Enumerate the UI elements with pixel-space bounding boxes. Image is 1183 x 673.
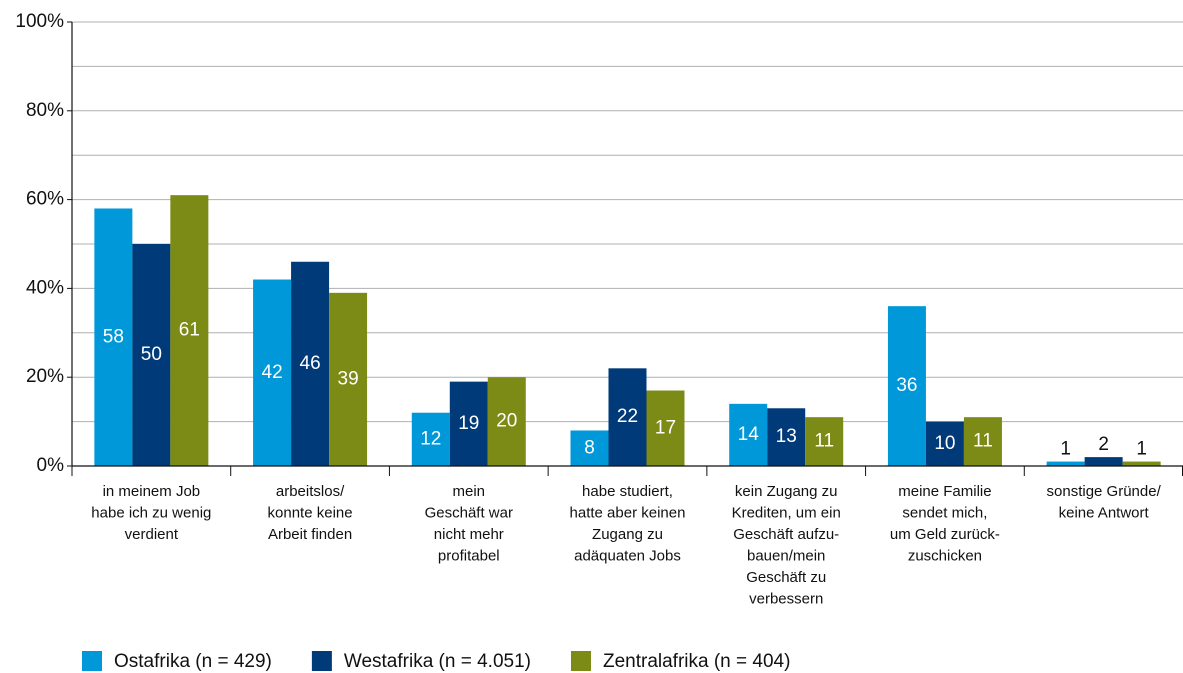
data-label: 12 [420, 428, 441, 449]
bar [767, 408, 806, 466]
x-tick-label: habe studiert, [582, 483, 673, 500]
legend-swatch [311, 651, 332, 671]
x-tick-label: hatte aber keinen [570, 504, 686, 521]
bar [291, 261, 330, 466]
bar [94, 208, 133, 467]
bar [646, 390, 685, 466]
bar [1046, 461, 1085, 466]
bar [1122, 461, 1161, 466]
data-label: 1 [1060, 439, 1071, 460]
x-tick-label: verdient [125, 526, 179, 543]
bar [449, 381, 488, 466]
x-tick-label: keine Antwort [1059, 504, 1150, 521]
x-tick-label: Geschäft aufzu- [733, 526, 839, 543]
data-label: 14 [738, 424, 760, 445]
x-tick-label: Arbeit finden [268, 526, 352, 543]
x-tick-label: in meinem Job [103, 483, 201, 500]
x-tick-label: Geschäft zu [746, 569, 826, 586]
data-label: 1 [1136, 439, 1147, 460]
x-tick-label: habe ich zu wenig [91, 504, 211, 521]
x-tick-label: arbeitslos/ [276, 483, 345, 500]
x-tick-label: bauen/mein [747, 547, 825, 564]
data-label: 36 [896, 375, 917, 396]
data-label: 58 [103, 326, 124, 347]
y-tick-label: 20% [26, 366, 64, 387]
data-label: 19 [458, 413, 479, 434]
legend-label: Zentralafrika (n = 404) [603, 651, 790, 672]
bar [925, 421, 964, 466]
x-tick-label: nicht mehr [434, 526, 504, 543]
x-tick-label: um Geld zurück- [890, 526, 1000, 543]
data-label: 50 [141, 344, 162, 365]
data-label: 39 [338, 368, 359, 389]
x-tick-label: profitabel [438, 547, 500, 564]
bar [729, 403, 768, 466]
bar [329, 292, 368, 466]
bar [608, 368, 647, 466]
x-tick-label: konnte keine [268, 504, 353, 521]
bar [1084, 457, 1123, 466]
data-label: 22 [617, 406, 638, 427]
bar [411, 412, 450, 466]
data-label: 2 [1098, 434, 1109, 455]
x-tick-label: adäquaten Jobs [574, 547, 681, 564]
x-tick-label: zuschicken [908, 547, 982, 564]
bar [170, 195, 209, 466]
x-tick-label: mein [453, 483, 486, 500]
bar [253, 279, 292, 466]
bar [487, 377, 526, 466]
data-label: 20 [496, 411, 517, 432]
bar [963, 417, 1002, 466]
data-label: 13 [776, 426, 797, 447]
data-label: 17 [655, 417, 676, 438]
bar [887, 306, 926, 466]
data-label: 61 [179, 320, 200, 341]
y-tick-label: 60% [26, 189, 64, 210]
bar [132, 244, 171, 466]
bar [805, 417, 844, 466]
x-tick-label: Geschäft war [425, 504, 513, 521]
legend-label: Westafrika (n = 4.051) [344, 651, 531, 672]
x-tick-label: verbessern [749, 590, 823, 607]
x-tick-label: sendet mich, [902, 504, 987, 521]
y-tick-label: 0% [37, 455, 65, 476]
x-tick-label: kein Zugang zu [735, 483, 838, 500]
x-tick-label: sonstige Gründe/ [1047, 483, 1162, 500]
data-label: 8 [584, 437, 595, 458]
data-label: 42 [262, 362, 283, 383]
data-label: 11 [973, 431, 993, 452]
legend-swatch [570, 651, 591, 671]
y-tick-label: 80% [26, 100, 64, 121]
data-label: 46 [300, 353, 321, 374]
data-label: 11 [814, 431, 834, 452]
x-tick-label: meine Familie [898, 483, 991, 500]
y-tick-label: 40% [26, 277, 64, 298]
bar [570, 430, 609, 466]
x-tick-label: Krediten, um ein [732, 504, 841, 521]
legend-label: Ostafrika (n = 429) [114, 651, 272, 672]
x-tick-label: Zugang zu [592, 526, 663, 543]
y-tick-label: 100% [15, 11, 64, 32]
data-label: 10 [934, 433, 955, 454]
legend-swatch [82, 651, 102, 671]
